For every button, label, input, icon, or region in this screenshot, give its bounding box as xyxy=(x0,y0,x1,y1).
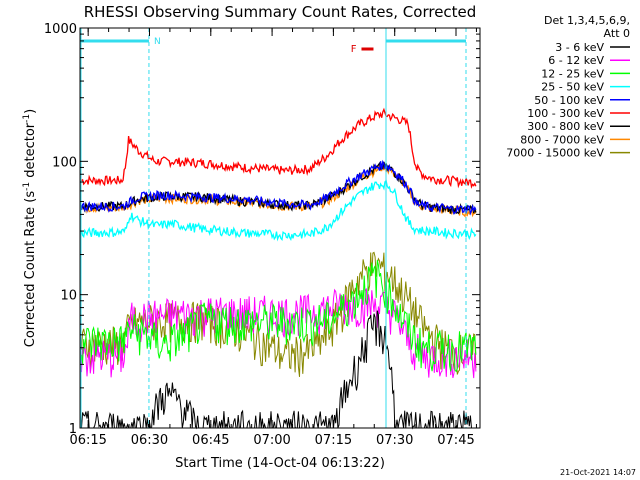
legend-header-line-2: Att 0 xyxy=(604,27,630,40)
legend-label-50-100-kev: 50 - 100 keV xyxy=(534,94,604,107)
x-axis-label: Start Time (14-Oct-04 06:13:22) xyxy=(175,456,385,471)
y-tick-label: 100 xyxy=(52,155,77,170)
y-axis-label-exp-2: -1 xyxy=(22,114,32,123)
y-tick-label: 10 xyxy=(60,289,77,304)
legend-label-6-12-kev: 6 - 12 keV xyxy=(548,54,604,67)
legend-label-100-300-kev: 100 - 300 keV xyxy=(527,107,604,120)
series-line-25-50-kev xyxy=(80,179,477,242)
x-tick-label: 07:30 xyxy=(376,433,413,448)
x-tick-label: 06:45 xyxy=(192,433,229,448)
night-marker: N xyxy=(154,37,161,47)
axis-layer: 1 10 100 1000 06:15 06:30 06:45 07:00 07:15 07:30… xyxy=(44,22,480,448)
flare-marker: F xyxy=(351,44,357,55)
y-axis-label: Corrected Count Rate (s-1 detector-1) xyxy=(22,109,38,347)
plot-frame xyxy=(79,27,481,429)
y-axis-label-exp-1: -1 xyxy=(22,182,32,191)
legend-header-line-1: Det 1,3,4,5,6,9, xyxy=(544,14,630,27)
y-tick-label: 1 xyxy=(69,422,77,437)
chart-title: RHESSI Observing Summary Count Rates, Co… xyxy=(84,3,477,21)
x-tick-label: 07:15 xyxy=(315,433,352,448)
legend-label-3-6-kev: 3 - 6 keV xyxy=(555,41,604,54)
legend-label-800-7000-kev: 800 - 7000 keV xyxy=(520,133,604,146)
footer-timestamp: 21-Oct-2021 14:07 xyxy=(560,468,636,477)
x-tick-label: 07:45 xyxy=(437,433,474,448)
series-line-100-300-kev xyxy=(81,107,477,189)
legend-label-7000-15000-kev: 7000 - 15000 keV xyxy=(506,147,604,160)
legend-label-300-800-kev: 300 - 800 keV xyxy=(527,120,604,133)
y-axis-label-part-3: ) xyxy=(23,109,38,114)
y-axis-label-part-1: Corrected Count Rate (s xyxy=(23,191,38,348)
series-line-50-100-kev xyxy=(80,159,477,216)
y-tick-label: 1000 xyxy=(44,22,77,37)
legend-label-25-50-kev: 25 - 50 keV xyxy=(541,81,604,94)
x-tick-label: 06:30 xyxy=(131,433,168,448)
marker-layer: NF xyxy=(80,28,467,428)
series-layer xyxy=(80,107,477,430)
x-tick-label: 07:00 xyxy=(253,433,290,448)
series-line-12-25-kev xyxy=(81,259,477,373)
x-tick-label: 06:15 xyxy=(69,433,106,448)
series-line-3-6-kev xyxy=(81,310,476,430)
legend-label-12-25-kev: 12 - 25 keV xyxy=(541,67,604,80)
y-axis-label-part-2: detector xyxy=(23,122,38,182)
